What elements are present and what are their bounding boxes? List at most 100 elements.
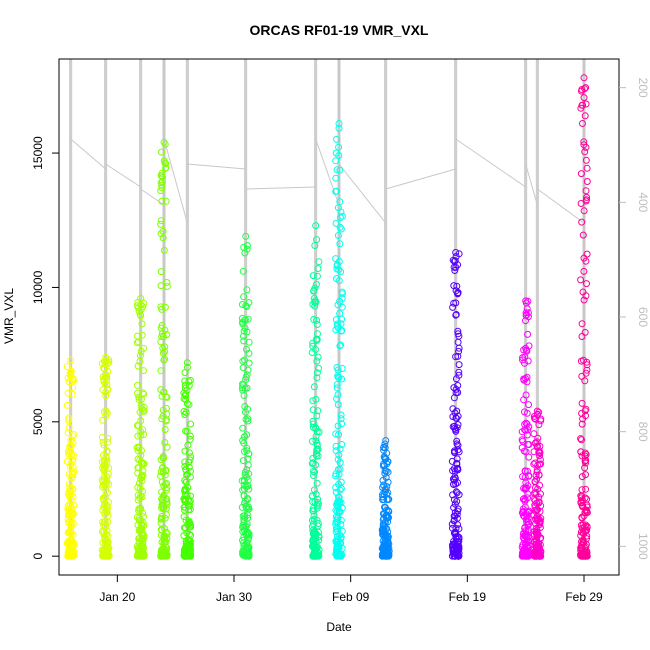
data-point <box>454 352 462 360</box>
data-point <box>579 120 586 127</box>
data-point <box>243 242 251 249</box>
data-point <box>333 166 341 174</box>
data-point <box>380 495 388 503</box>
data-point <box>103 409 111 417</box>
data-point <box>533 512 541 520</box>
data-point <box>157 456 165 464</box>
data-point <box>335 552 343 560</box>
data-point <box>243 245 251 253</box>
data-point <box>157 367 165 375</box>
data-point <box>535 408 543 416</box>
data-point <box>180 513 188 521</box>
data-point <box>332 188 340 195</box>
data-point <box>521 503 529 511</box>
data-point <box>335 258 343 265</box>
data-point <box>523 431 531 439</box>
data-point <box>244 544 252 552</box>
data-point <box>531 459 539 467</box>
data-point <box>334 541 342 549</box>
data-point <box>104 385 112 393</box>
data-point <box>66 530 74 538</box>
data-point <box>577 448 585 456</box>
data-point <box>104 368 112 375</box>
data-point <box>240 477 248 485</box>
flight-transit <box>338 163 387 224</box>
data-point <box>134 544 142 552</box>
data-point <box>335 143 343 151</box>
data-point <box>63 401 71 409</box>
flight-transit <box>385 168 456 190</box>
flight-transit <box>187 163 246 170</box>
data-point <box>336 342 344 350</box>
data-point <box>451 267 459 274</box>
data-point <box>240 293 248 301</box>
data-point <box>520 495 528 503</box>
data-point <box>162 505 170 513</box>
data-point <box>158 551 166 559</box>
data-point <box>578 333 586 340</box>
data-point <box>383 540 391 548</box>
data-point <box>67 504 75 512</box>
data-point <box>245 299 253 307</box>
data-point <box>338 290 346 298</box>
data-point <box>579 101 587 109</box>
data-point <box>583 164 591 172</box>
data-point <box>452 311 460 319</box>
data-point <box>244 505 252 513</box>
data-point <box>136 408 144 416</box>
data-point <box>531 415 539 423</box>
data-point <box>383 483 391 491</box>
data-point <box>239 267 247 275</box>
data-point <box>240 533 248 541</box>
data-point <box>100 364 108 372</box>
data-point <box>581 494 589 502</box>
data-point <box>186 502 194 510</box>
data-point <box>455 491 463 499</box>
data-point <box>161 355 169 363</box>
data-point <box>157 217 165 225</box>
data-point <box>381 539 389 547</box>
data-point <box>68 390 76 398</box>
data-point <box>338 420 346 428</box>
data-point <box>577 276 585 284</box>
data-point <box>100 473 108 481</box>
data-point <box>454 547 462 555</box>
data-point <box>136 358 144 365</box>
data-point <box>159 234 167 242</box>
data-point <box>158 148 165 156</box>
data-point <box>534 434 542 442</box>
data-point <box>69 519 77 527</box>
data-point <box>313 357 321 365</box>
data-point <box>449 524 456 532</box>
data-point <box>158 514 165 522</box>
data-point <box>336 459 344 467</box>
data-point <box>313 336 321 344</box>
data-point <box>140 513 147 521</box>
data-point <box>240 392 248 399</box>
data-point <box>185 463 193 471</box>
data-point <box>337 415 345 423</box>
data-point <box>134 464 142 472</box>
data-point <box>582 412 589 420</box>
data-point <box>579 503 586 511</box>
data-point <box>137 395 145 403</box>
data-point <box>239 357 247 365</box>
data-point <box>336 297 344 305</box>
data-point <box>162 495 170 503</box>
data-point <box>455 347 463 355</box>
data-point <box>335 124 343 132</box>
data-point <box>313 236 321 244</box>
data-point <box>135 507 143 514</box>
data-point <box>241 249 249 257</box>
data-point <box>138 331 146 339</box>
data-point <box>580 296 588 304</box>
data-point <box>577 435 585 443</box>
data-point <box>242 373 250 381</box>
data-point <box>163 283 171 290</box>
data-point <box>244 461 252 469</box>
data-point <box>454 441 462 449</box>
data-point <box>455 368 463 376</box>
data-point <box>450 394 458 402</box>
data-point <box>334 232 342 239</box>
data-point <box>161 514 169 522</box>
